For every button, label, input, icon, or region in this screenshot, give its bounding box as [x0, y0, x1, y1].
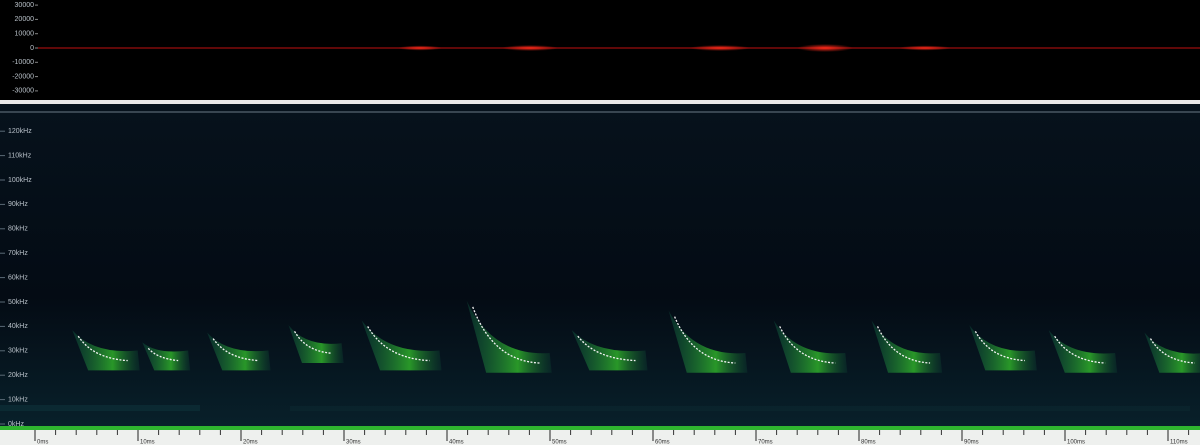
frequency-tick-label: 20kHz — [8, 372, 28, 379]
waveform-tick-label: -30000 — [12, 88, 34, 95]
call-trace — [77, 335, 128, 362]
call-trace — [1054, 335, 1106, 364]
frequency-tick-label: 120kHz — [8, 128, 32, 135]
frequency-tick-label: 50kHz — [8, 299, 28, 306]
time-tick-label: 100ms — [1067, 440, 1085, 445]
frequency-tick-label: 100kHz — [8, 177, 32, 184]
panel-divider[interactable] — [0, 100, 1200, 104]
call-energy — [1048, 330, 1118, 373]
call-trace — [876, 326, 931, 364]
noise-band — [290, 406, 1190, 411]
time-axis-bar — [0, 426, 1200, 430]
time-tick-label: 110ms — [1170, 440, 1188, 445]
call-trace — [577, 335, 636, 362]
frequency-tick-label: 60kHz — [8, 274, 28, 281]
waveform-tick-label: 10000 — [15, 31, 35, 38]
frequency-tick-label: 90kHz — [8, 201, 28, 208]
frequency-tick-label: 80kHz — [8, 226, 28, 233]
call-energy — [773, 320, 848, 373]
call-energy — [668, 310, 748, 373]
time-tick-label: 30ms — [346, 440, 361, 445]
waveform-tick-label: 0 — [30, 45, 34, 52]
time-tick-label: 40ms — [449, 440, 464, 445]
call-trace — [779, 326, 836, 364]
noise-band — [0, 405, 200, 411]
call-trace — [212, 338, 259, 362]
spectrogram-panel — [0, 104, 1200, 426]
call-energy — [871, 320, 943, 373]
time-tick-label: 20ms — [243, 440, 258, 445]
frequency-tick-label: 40kHz — [8, 323, 28, 330]
time-tick-label: 80ms — [861, 440, 876, 445]
call-trace — [472, 306, 540, 364]
waveform-tick-label: -20000 — [12, 73, 34, 80]
frequency-tick-label: 0kHz — [8, 421, 24, 428]
call-energy — [361, 320, 442, 371]
frequency-tick-label: 10kHz — [8, 396, 28, 403]
call-trace — [974, 330, 1025, 362]
waveform-tick-label: -10000 — [12, 59, 34, 66]
frequency-tick-label: 30kHz — [8, 348, 28, 355]
time-tick-label: 10ms — [140, 440, 155, 445]
time-tick-label: 60ms — [655, 440, 670, 445]
time-tick-label: 90ms — [964, 440, 979, 445]
time-tick-label: 0ms — [37, 440, 48, 445]
call-energy — [207, 332, 271, 371]
waveform-panel — [0, 0, 1200, 100]
waveform-tick-label: 30000 — [15, 2, 35, 9]
waveform-bursts — [398, 44, 951, 52]
call-energy — [142, 342, 191, 371]
call-trace — [293, 330, 332, 354]
call-trace — [1149, 338, 1195, 364]
call-energy — [1144, 332, 1200, 373]
call-energy — [466, 300, 552, 373]
frequency-tick-label: 110kHz — [8, 152, 32, 159]
time-tick-label: 70ms — [758, 440, 773, 445]
call-trace — [367, 326, 430, 362]
frequency-tick-label: 70kHz — [8, 250, 28, 257]
time-axis — [0, 430, 1200, 445]
call-trace — [674, 316, 736, 364]
call-energy — [969, 325, 1037, 371]
waveform-tick-label: 20000 — [15, 16, 35, 23]
time-tick-label: 50ms — [552, 440, 567, 445]
call-trace — [147, 347, 179, 362]
